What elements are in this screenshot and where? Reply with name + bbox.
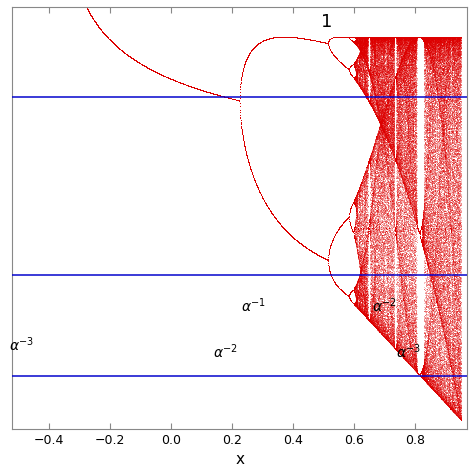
- Text: $\alpha^{-1}$: $\alpha^{-1}$: [241, 297, 266, 315]
- X-axis label: x: x: [235, 452, 244, 467]
- Text: $\alpha^{-2}$: $\alpha^{-2}$: [213, 343, 238, 361]
- Text: $\alpha^{-3}$: $\alpha^{-3}$: [9, 335, 34, 354]
- Text: 1: 1: [321, 13, 332, 31]
- Text: $\alpha^{-3}$: $\alpha^{-3}$: [396, 343, 422, 361]
- Text: $\alpha^{-2}$: $\alpha^{-2}$: [372, 297, 397, 315]
